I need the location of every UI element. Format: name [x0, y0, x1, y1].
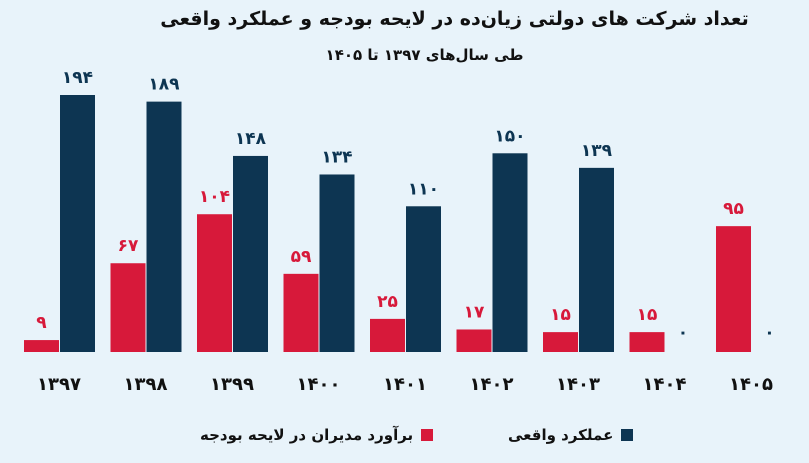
data-label: ۱۷	[464, 302, 485, 322]
bar-actual	[406, 206, 441, 352]
legend-swatch-budget	[421, 429, 434, 441]
bar-actual	[579, 167, 614, 352]
bar-budget	[283, 273, 319, 352]
data-label: ۱۰۴	[199, 187, 230, 207]
bar-actual	[146, 101, 182, 352]
bar-actual	[319, 174, 355, 352]
legend-swatch-actual	[621, 429, 634, 441]
bar-actual	[60, 95, 95, 352]
legend-label-budget: برآورد مدیران در لایحه بودجه	[200, 426, 414, 444]
legend-item-budget: برآورد مدیران در لایحه بودجه	[200, 426, 434, 444]
data-label: ۱۴۸	[235, 129, 267, 149]
legend-item-actual: عملکرد واقعی	[508, 426, 634, 444]
data-label: ۹۵	[723, 199, 744, 219]
bar-budget	[716, 226, 751, 352]
bar-budget	[629, 332, 665, 352]
data-label: ۱۵	[637, 305, 658, 325]
data-label: ۱۵	[550, 305, 571, 325]
bar-budget	[543, 332, 578, 352]
x-tick-label: ۱۴۰۱	[383, 374, 427, 395]
data-label: ۰	[764, 323, 774, 343]
data-label: ۰	[678, 323, 688, 343]
data-label: ۱۹۴	[62, 68, 93, 88]
x-tick-label: ۱۴۰۴	[643, 374, 687, 395]
chart-title: تعداد شرکت های دولتی زیان‌ده در لایحه بو…	[160, 8, 749, 30]
bar-budget	[197, 214, 232, 352]
bar-actual	[233, 155, 268, 352]
bar-actual	[492, 153, 528, 352]
bar-budget	[24, 340, 59, 352]
x-tick-label: ۱۴۰۰	[297, 374, 341, 395]
chart-subtitle: طی سال‌های ۱۳۹۷ تا ۱۴۰۵	[325, 46, 524, 64]
data-label: ۱۵۰	[494, 126, 525, 146]
data-label: ۱۱۰	[408, 179, 439, 199]
data-label: ۵۹	[291, 247, 312, 267]
data-label: ۱۳۹	[581, 141, 613, 161]
x-tick-label: ۱۴۰۵	[729, 374, 773, 395]
data-label: ۹	[36, 313, 47, 333]
data-label: ۱۳۴	[321, 147, 352, 167]
bar-budget	[456, 329, 492, 352]
x-tick-label: ۱۳۹۹	[210, 374, 254, 395]
x-tick-label: ۱۴۰۲	[470, 374, 514, 395]
data-label: ۶۷	[118, 236, 139, 256]
bar-budget	[370, 318, 405, 352]
bar-budget	[110, 263, 146, 352]
x-tick-label: ۱۳۹۸	[124, 374, 168, 395]
data-label: ۱۸۹	[148, 75, 180, 95]
data-label: ۲۵	[377, 292, 398, 312]
x-tick-label: ۱۴۰۳	[556, 374, 600, 395]
legend-label-actual: عملکرد واقعی	[508, 426, 614, 444]
x-tick-label: ۱۳۹۷	[37, 374, 81, 395]
